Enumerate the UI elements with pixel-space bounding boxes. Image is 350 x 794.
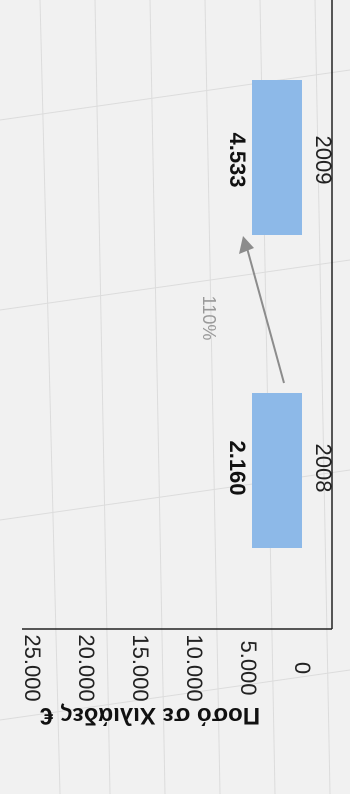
x-tick-label: 2009 xyxy=(311,136,336,185)
growth-arrow-head xyxy=(239,236,254,254)
y-tick-label: 20.000 xyxy=(74,634,99,701)
y-tick-label: 5.000 xyxy=(236,640,261,695)
y-tick-label: 10.000 xyxy=(182,634,207,701)
y-axis-title: Ποσό σε Χιλιάδες € xyxy=(40,702,260,729)
growth-arrow-line xyxy=(246,247,285,384)
y-tick-label: 15.000 xyxy=(128,634,153,701)
bar xyxy=(252,80,302,235)
bar xyxy=(252,393,302,548)
x-tick-label: 2008 xyxy=(311,444,336,493)
data-label: 4.533 xyxy=(225,132,250,187)
growth-label: 110% xyxy=(199,296,219,341)
y-tick-label: 0 xyxy=(290,662,315,674)
y-tick-label: 25.000 xyxy=(20,634,45,701)
data-label: 2.160 xyxy=(225,440,250,495)
